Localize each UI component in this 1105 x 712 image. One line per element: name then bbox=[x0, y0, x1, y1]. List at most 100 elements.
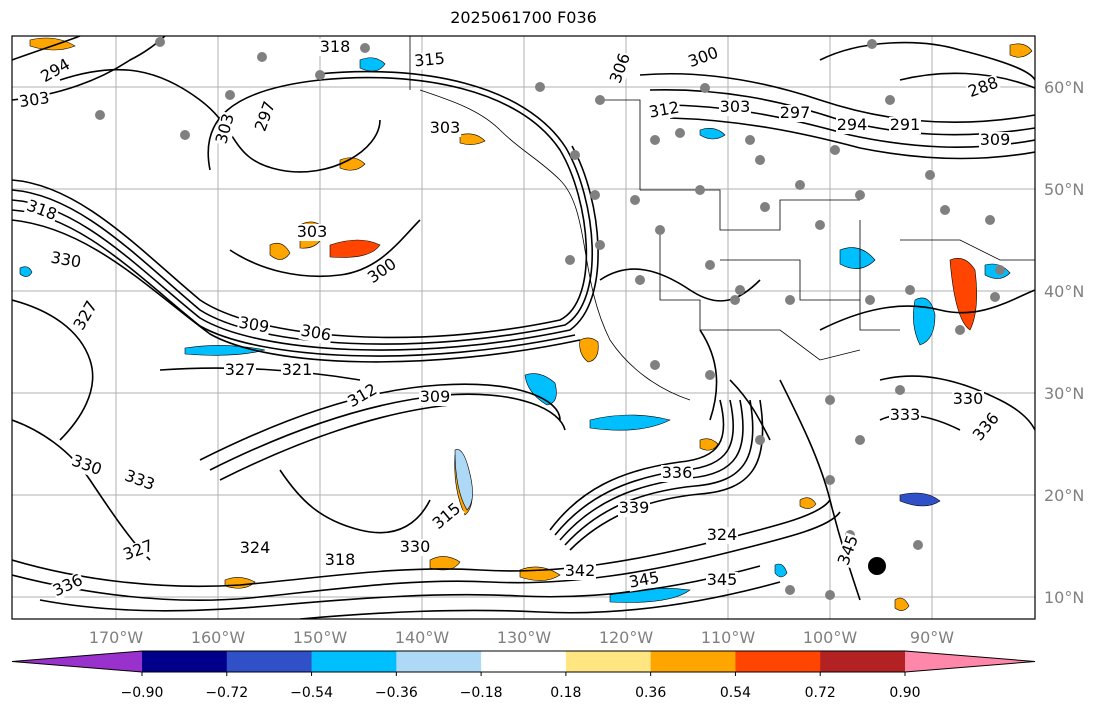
contour-label: 309 bbox=[236, 313, 272, 337]
colorbar-segment bbox=[226, 651, 313, 672]
colorbar bbox=[11, 650, 1036, 673]
station-dot bbox=[830, 145, 840, 155]
contour-label: 318 bbox=[319, 37, 351, 56]
contour-label: 324 bbox=[239, 538, 271, 557]
station-dot bbox=[180, 130, 190, 140]
colorbar-tick-label: 0.90 bbox=[889, 685, 920, 701]
station-dot bbox=[695, 185, 705, 195]
colorbar-labels: −0.90 −0.72 −0.54 −0.36 −0.18 0.18 0.36 0.54 0.7… bbox=[121, 672, 921, 701]
contour-label: 327 bbox=[224, 360, 256, 379]
station-dot bbox=[570, 150, 580, 160]
lat-label: 40°N bbox=[1044, 282, 1084, 301]
colorbar-segment bbox=[311, 651, 397, 672]
colorbar-tick-label: 0.72 bbox=[805, 685, 836, 701]
station-dot bbox=[885, 95, 895, 105]
station-dot bbox=[650, 135, 660, 145]
colorbar-extend-left bbox=[12, 651, 142, 672]
station-dot bbox=[225, 90, 235, 100]
contour-label: 291 bbox=[889, 115, 921, 134]
station-dot bbox=[855, 435, 865, 445]
colorbar-segment bbox=[142, 651, 228, 672]
station-dot bbox=[630, 195, 640, 205]
shading-negative bbox=[19, 57, 1011, 603]
station-dot bbox=[785, 295, 795, 305]
contour-label: 318 bbox=[324, 550, 356, 569]
station-dot bbox=[985, 215, 995, 225]
colorbar-tick-label: −0.90 bbox=[121, 685, 164, 701]
contour-label: 297 bbox=[779, 103, 811, 122]
svg-text:333: 333 bbox=[890, 405, 921, 424]
svg-text:324: 324 bbox=[707, 525, 738, 544]
station-dot bbox=[825, 475, 835, 485]
station-dot bbox=[655, 225, 665, 235]
latitude-labels: 60°N 50°N 40°N 30°N 20°N 10°N bbox=[1044, 78, 1084, 607]
station-dot bbox=[825, 395, 835, 405]
lat-label: 10°N bbox=[1044, 588, 1084, 607]
station-dot bbox=[760, 202, 770, 212]
svg-text:318: 318 bbox=[320, 37, 351, 56]
colorbar-segment bbox=[565, 651, 652, 672]
lon-label: 140°W bbox=[395, 628, 450, 647]
colorbar-segment bbox=[820, 651, 906, 672]
station-dot bbox=[730, 295, 740, 305]
station-dot bbox=[955, 325, 965, 335]
contour-lines bbox=[12, 36, 1035, 619]
station-dot bbox=[705, 370, 715, 380]
station-dot bbox=[650, 360, 660, 370]
svg-text:303: 303 bbox=[18, 88, 51, 111]
contour-label: 330 bbox=[399, 537, 431, 556]
station-dot bbox=[745, 135, 755, 145]
svg-text:294: 294 bbox=[837, 115, 868, 134]
station-dot bbox=[865, 295, 875, 305]
lon-label: 110°W bbox=[701, 628, 756, 647]
station-dot bbox=[635, 275, 645, 285]
colorbar-tick-label: −0.54 bbox=[290, 685, 333, 701]
map-title: 2025061700 F036 bbox=[450, 8, 597, 27]
lon-label: 150°W bbox=[293, 628, 348, 647]
colorbar-segment bbox=[481, 651, 567, 672]
station-dot bbox=[913, 540, 923, 550]
lon-label: 100°W bbox=[803, 628, 858, 647]
svg-text:345: 345 bbox=[707, 570, 738, 589]
svg-text:309: 309 bbox=[420, 387, 451, 406]
contour-label: 309 bbox=[419, 387, 451, 406]
station-dot bbox=[705, 260, 715, 270]
colorbar-tick-label: −0.36 bbox=[375, 685, 418, 701]
contour-label: 303 bbox=[719, 97, 751, 116]
svg-text:327: 327 bbox=[225, 360, 256, 379]
station-dot bbox=[795, 180, 805, 190]
station-markers bbox=[95, 37, 1005, 600]
contour-label: 330 bbox=[952, 389, 984, 408]
svg-text:303: 303 bbox=[430, 118, 461, 137]
station-dot bbox=[755, 155, 765, 165]
lat-label: 30°N bbox=[1044, 384, 1084, 403]
station-dot bbox=[855, 190, 865, 200]
contour-label: 342 bbox=[564, 561, 596, 580]
svg-text:315: 315 bbox=[413, 49, 445, 71]
lon-label: 90°W bbox=[910, 628, 954, 647]
station-dot bbox=[940, 205, 950, 215]
contour-label: 339 bbox=[618, 498, 650, 517]
station-dot bbox=[360, 43, 370, 53]
station-dot bbox=[735, 285, 745, 295]
colorbar-segment bbox=[396, 651, 482, 672]
station-dot bbox=[815, 220, 825, 230]
svg-text:303: 303 bbox=[720, 97, 751, 116]
map-frame bbox=[11, 35, 1036, 620]
station-dot bbox=[590, 190, 600, 200]
station-dot bbox=[825, 590, 835, 600]
contour-label: 336 bbox=[661, 463, 693, 482]
lon-label: 160°W bbox=[191, 628, 246, 647]
lat-label: 60°N bbox=[1044, 78, 1084, 97]
lon-label: 120°W bbox=[599, 628, 654, 647]
contour-label: 330 bbox=[48, 248, 84, 272]
contour-label: 324 bbox=[706, 525, 738, 544]
svg-text:318: 318 bbox=[325, 550, 356, 569]
station-dot bbox=[925, 170, 935, 180]
lon-label: 170°W bbox=[89, 628, 144, 647]
station-dot bbox=[595, 95, 605, 105]
svg-text:297: 297 bbox=[780, 103, 811, 122]
svg-text:291: 291 bbox=[890, 115, 921, 134]
graticule bbox=[12, 36, 1035, 619]
colorbar-segment bbox=[650, 651, 736, 672]
